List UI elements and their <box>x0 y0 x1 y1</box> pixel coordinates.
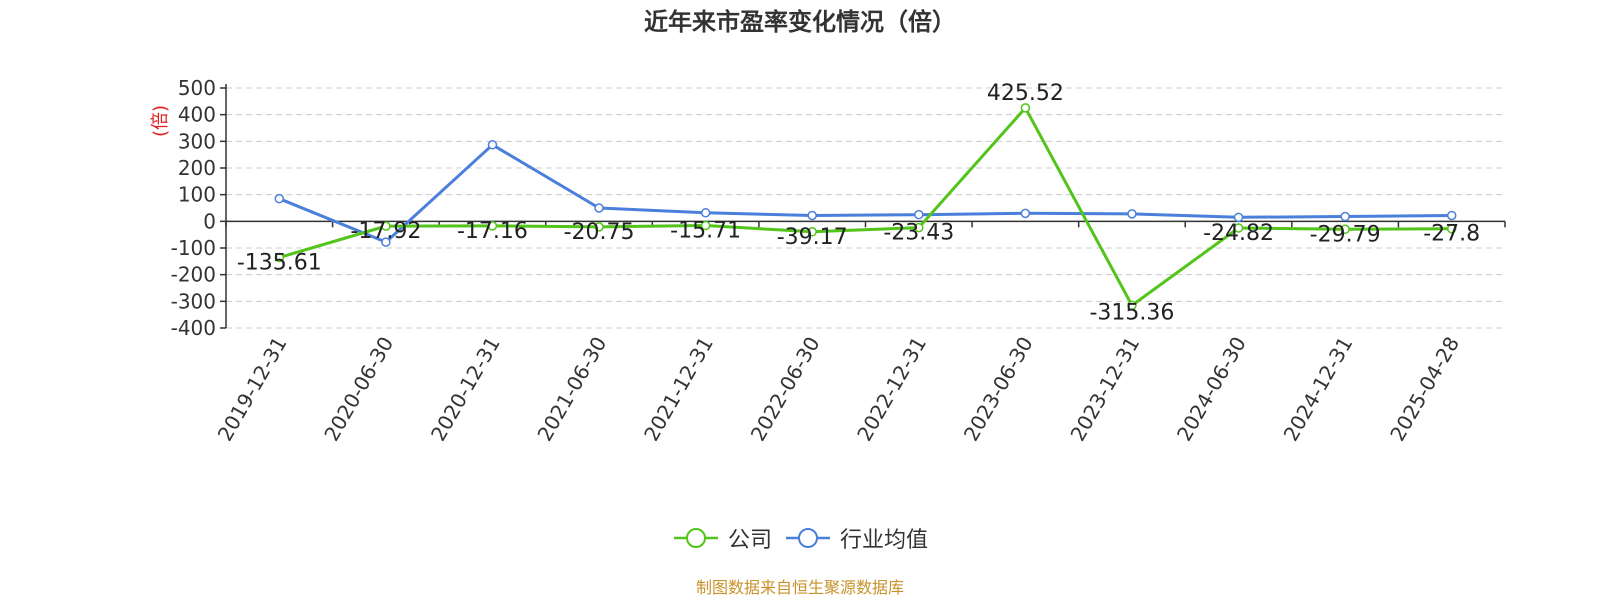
data-point-industry <box>1340 211 1350 222</box>
data-label-company: -17.92 <box>350 219 421 244</box>
y-tick-label: 400 <box>178 103 216 127</box>
x-tick-label: 2019-12-31 <box>213 333 292 446</box>
data-point-company <box>807 227 817 237</box>
data-point-industry <box>1127 209 1137 219</box>
x-tick-label: 2021-12-31 <box>639 333 718 446</box>
data-label-company: -20.75 <box>564 220 635 245</box>
x-tick-label: 2022-12-31 <box>852 333 931 446</box>
legend[interactable]: 公司 行业均值 <box>0 522 1600 554</box>
data-point-industry <box>1020 208 1031 219</box>
y-tick-label: -200 <box>171 263 216 287</box>
chart-title: 近年来市盈率变化情况（倍） <box>644 8 956 36</box>
data-label-company: -17.16 <box>457 219 528 244</box>
data-point-company <box>1340 224 1350 235</box>
legend-marker-company-icon <box>673 528 718 548</box>
x-tick-label: 2024-12-31 <box>1279 333 1358 446</box>
x-tick-label: 2020-12-31 <box>426 333 505 446</box>
data-point-industry <box>594 203 604 213</box>
legend-item-industry[interactable]: 行业均值 <box>784 522 928 554</box>
data-point-company <box>274 252 285 263</box>
y-tick-label: 0 <box>203 209 216 233</box>
legend-label-industry: 行业均值 <box>840 528 929 553</box>
x-tick-label: 2022-06-30 <box>746 333 825 446</box>
data-point-industry <box>700 208 711 218</box>
data-label-company: -27.8 <box>1423 222 1480 247</box>
x-tick-label: 2023-06-30 <box>959 333 1038 446</box>
y-tick-label: 100 <box>178 183 216 207</box>
y-tick-label: 500 <box>178 76 216 100</box>
y-tick-label: -300 <box>171 289 216 313</box>
data-label-company: -39.17 <box>777 225 848 250</box>
data-point-company <box>487 221 498 231</box>
data-label-company: -315.36 <box>1089 300 1174 325</box>
legend-item-company[interactable]: 公司 <box>672 522 772 554</box>
data-point-industry <box>914 209 924 220</box>
y-tick-label: 300 <box>178 129 216 153</box>
legend-label-company: 公司 <box>727 528 772 553</box>
y-tick-label: -100 <box>171 236 216 260</box>
data-point-company <box>1446 223 1457 234</box>
data-label-company: 425.52 <box>987 81 1064 106</box>
data-label-company: -135.61 <box>237 250 322 275</box>
data-point-company <box>914 222 924 233</box>
x-tick-label: 2024-06-30 <box>1172 333 1251 446</box>
data-point-industry <box>381 237 391 247</box>
x-tick-label: 2023-12-31 <box>1065 333 1144 446</box>
data-label-company: -29.79 <box>1310 222 1381 247</box>
data-point-company <box>1127 300 1137 311</box>
data-label-company: -24.82 <box>1203 221 1274 246</box>
series-line-company <box>278 106 1452 307</box>
data-point-industry <box>487 140 498 150</box>
y-axis-label: (倍) <box>150 105 171 137</box>
data-label-company: -15.71 <box>670 219 741 244</box>
data-label-company: -23.43 <box>883 221 954 246</box>
x-tick-label: 2021-06-30 <box>532 333 611 446</box>
x-tick-label: 2020-06-30 <box>319 333 398 446</box>
data-point-company <box>700 220 711 231</box>
legend-marker-industry-icon <box>786 528 830 548</box>
data-point-industry <box>274 193 285 204</box>
data-point-industry <box>1233 212 1244 223</box>
source-text: 制图数据来自恒生聚源数据库 <box>695 578 904 597</box>
data-point-industry <box>807 210 817 221</box>
y-tick-label: -400 <box>171 316 216 340</box>
data-point-company <box>594 222 604 232</box>
y-tick-label: 200 <box>178 156 216 180</box>
data-point-company <box>1233 223 1244 233</box>
data-point-company <box>1020 103 1031 113</box>
x-tick-label: 2025-04-28 <box>1385 333 1464 446</box>
data-point-industry <box>1446 210 1457 221</box>
series-line-industry <box>278 143 1452 244</box>
data-point-company <box>381 221 391 231</box>
